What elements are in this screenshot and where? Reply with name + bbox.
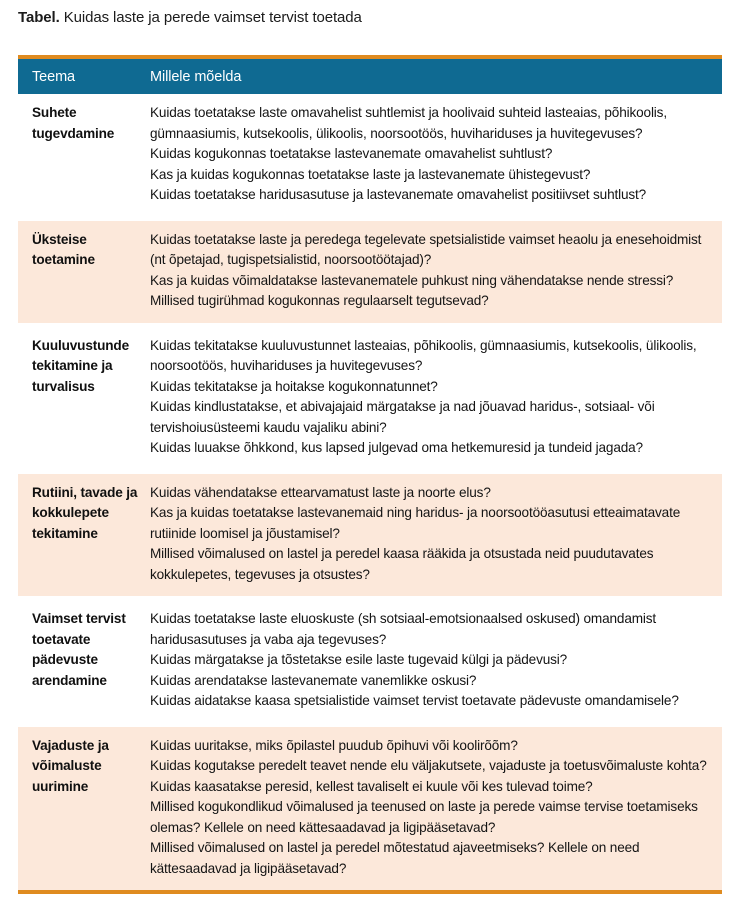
question-line: Kas ja kuidas kogukonnas toetatakse last… [150,166,591,182]
question-line: Kuidas tekitatakse ja hoitakse kogukonna… [150,378,438,394]
table-header-row: Teema Millele mõelda [18,59,722,94]
question-line: Kas ja kuidas toetatakse lastevanemaid n… [150,505,681,541]
row-separator [18,469,722,474]
row-separator [18,216,722,221]
table-caption: Tabel. Kuidas laste ja perede vaimset te… [18,8,718,28]
question-line: Kuidas toetatakse laste ja peredega tege… [150,231,702,268]
row-separator [18,596,722,600]
table-row: Kuuluvustunde tekitamine ja turvalisus Ku… [18,326,722,470]
question-line: Kuidas kogutakse peredelt teavet nende e… [150,758,707,794]
table-row: Vajaduste ja võimaluste uurimine Kuidas u… [18,726,722,890]
row-separator [18,722,722,727]
question-line: Kuidas luuakse õhkkond, kus lapsed julge… [150,440,643,455]
question-line: Kuidas tekitatakse kuuluvustunnet lastea… [150,337,697,374]
question-line: Kuidas uuritakse, miks õpilastel puudub … [150,737,518,753]
cell-theme: Vajaduste ja võimaluste uurimine [32,737,109,794]
cell-theme: Rutiini, tavade ja kokkulepete tekitamin… [32,484,138,541]
table-row: Üksteise toetamine Kuidas toetatakse last… [18,220,722,323]
data-table: Teema Millele mõelda Suhete tugevdamine K… [18,55,722,894]
question-line: Kuidas toetatakse haridusasutuse ja last… [150,187,647,202]
question-line: Kuidas toetatakse laste omavahelist suht… [150,105,667,141]
cell-theme: Vaimset tervist toetavate pädevuste aren… [32,611,126,688]
question-line: Kas ja kuidas võimaldatakse lastevanemat… [150,272,674,288]
cell-theme: Suhete tugevdamine [32,105,115,141]
column-header-think-about: Millele mõelda [150,68,242,85]
question-line: Kuidas vähendatakse ettearvamatust laste… [150,484,491,500]
row-separator [18,322,722,327]
table-row: Suhete tugevdamine Kuidas toetatakse last… [18,94,722,217]
cell-questions: Kuidas toetatakse laste eluoskuste (sh s… [150,609,722,712]
caption-text: Kuidas laste ja perede vaimset tervist t… [63,9,362,26]
question-line: Kuidas toetatakse laste eluoskuste (sh s… [150,611,657,647]
question-line: Millised võimalused on lastel ja peredel… [150,840,640,876]
cell-questions: Kuidas uuritakse, miks õpilastel puudub … [150,736,722,880]
question-line: Millised tugirühmad kogukonnas regulaars… [150,293,489,308]
cell-questions: Kuidas vähendatakse ettearvamatust laste… [150,483,722,586]
caption-label: Tabel. [18,9,60,26]
question-line: Millised võimalused on lastel ja peredel… [150,546,654,582]
table-row: Rutiini, tavade ja kokkulepete tekitamin… [18,473,722,596]
cell-questions: Kuidas tekitatakse kuuluvustunnet lastea… [150,336,722,459]
cell-theme: Kuuluvustunde tekitamine ja turvalisus [32,337,129,394]
cell-questions: Kuidas toetatakse laste ja peredega tege… [150,230,722,312]
table-row: Vaimset tervist toetavate pädevuste aren… [18,600,722,723]
question-line: Millised kogukondlikud võimalused ja tee… [150,799,698,835]
question-line: Kuidas märgatakse ja tõstetakse esile la… [150,652,568,667]
question-line: Kuidas kindlustatakse, et abivajajaid mä… [150,399,655,435]
column-header-theme: Teema [32,68,76,85]
question-line: Kuidas kogukonnas toetatakse lastevanema… [150,146,553,161]
cell-theme: Üksteise toetamine [32,231,95,268]
table-body: Suhete tugevdamine Kuidas toetatakse last… [18,94,722,890]
cell-questions: Kuidas toetatakse laste omavahelist suht… [150,103,722,206]
question-line: Kuidas aidatakse kaasa spetsialistide va… [150,693,679,708]
question-line: Kuidas arendatakse lastevanemate vanemli… [150,672,477,688]
